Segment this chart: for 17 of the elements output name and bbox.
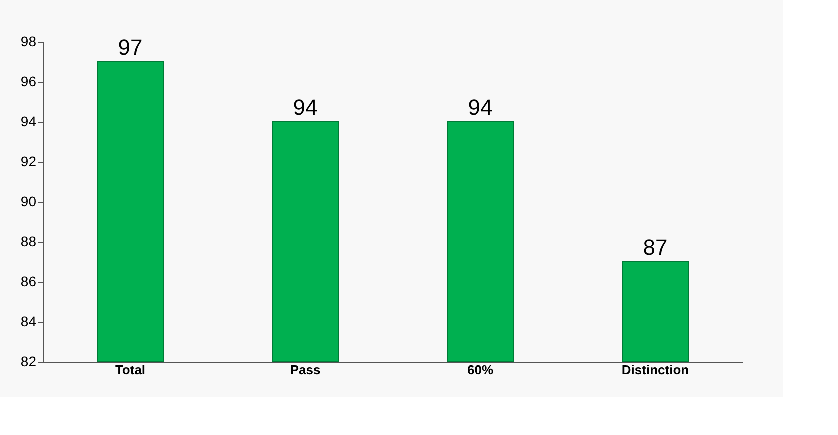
y-tick-label: 92 bbox=[20, 154, 37, 170]
y-tick-label: 90 bbox=[20, 194, 37, 210]
data-label: 87 bbox=[643, 235, 668, 260]
x-tick-label: Distinction bbox=[622, 362, 690, 378]
y-tick-label: 86 bbox=[20, 274, 37, 290]
y-tick-label: 98 bbox=[20, 34, 37, 50]
y-tick-label: 84 bbox=[20, 314, 37, 330]
y-tick-label: 96 bbox=[20, 74, 37, 90]
data-label: 94 bbox=[293, 95, 318, 120]
data-label: 94 bbox=[468, 95, 493, 120]
y-tick-label: 82 bbox=[20, 354, 37, 370]
y-tick-label: 88 bbox=[20, 234, 37, 250]
x-tick-label: 60% bbox=[467, 362, 494, 378]
x-tick-label: Pass bbox=[290, 362, 321, 378]
y-tick-label: 94 bbox=[20, 114, 37, 130]
data-label: 97 bbox=[118, 35, 143, 60]
x-tick-label: Total bbox=[115, 362, 146, 378]
